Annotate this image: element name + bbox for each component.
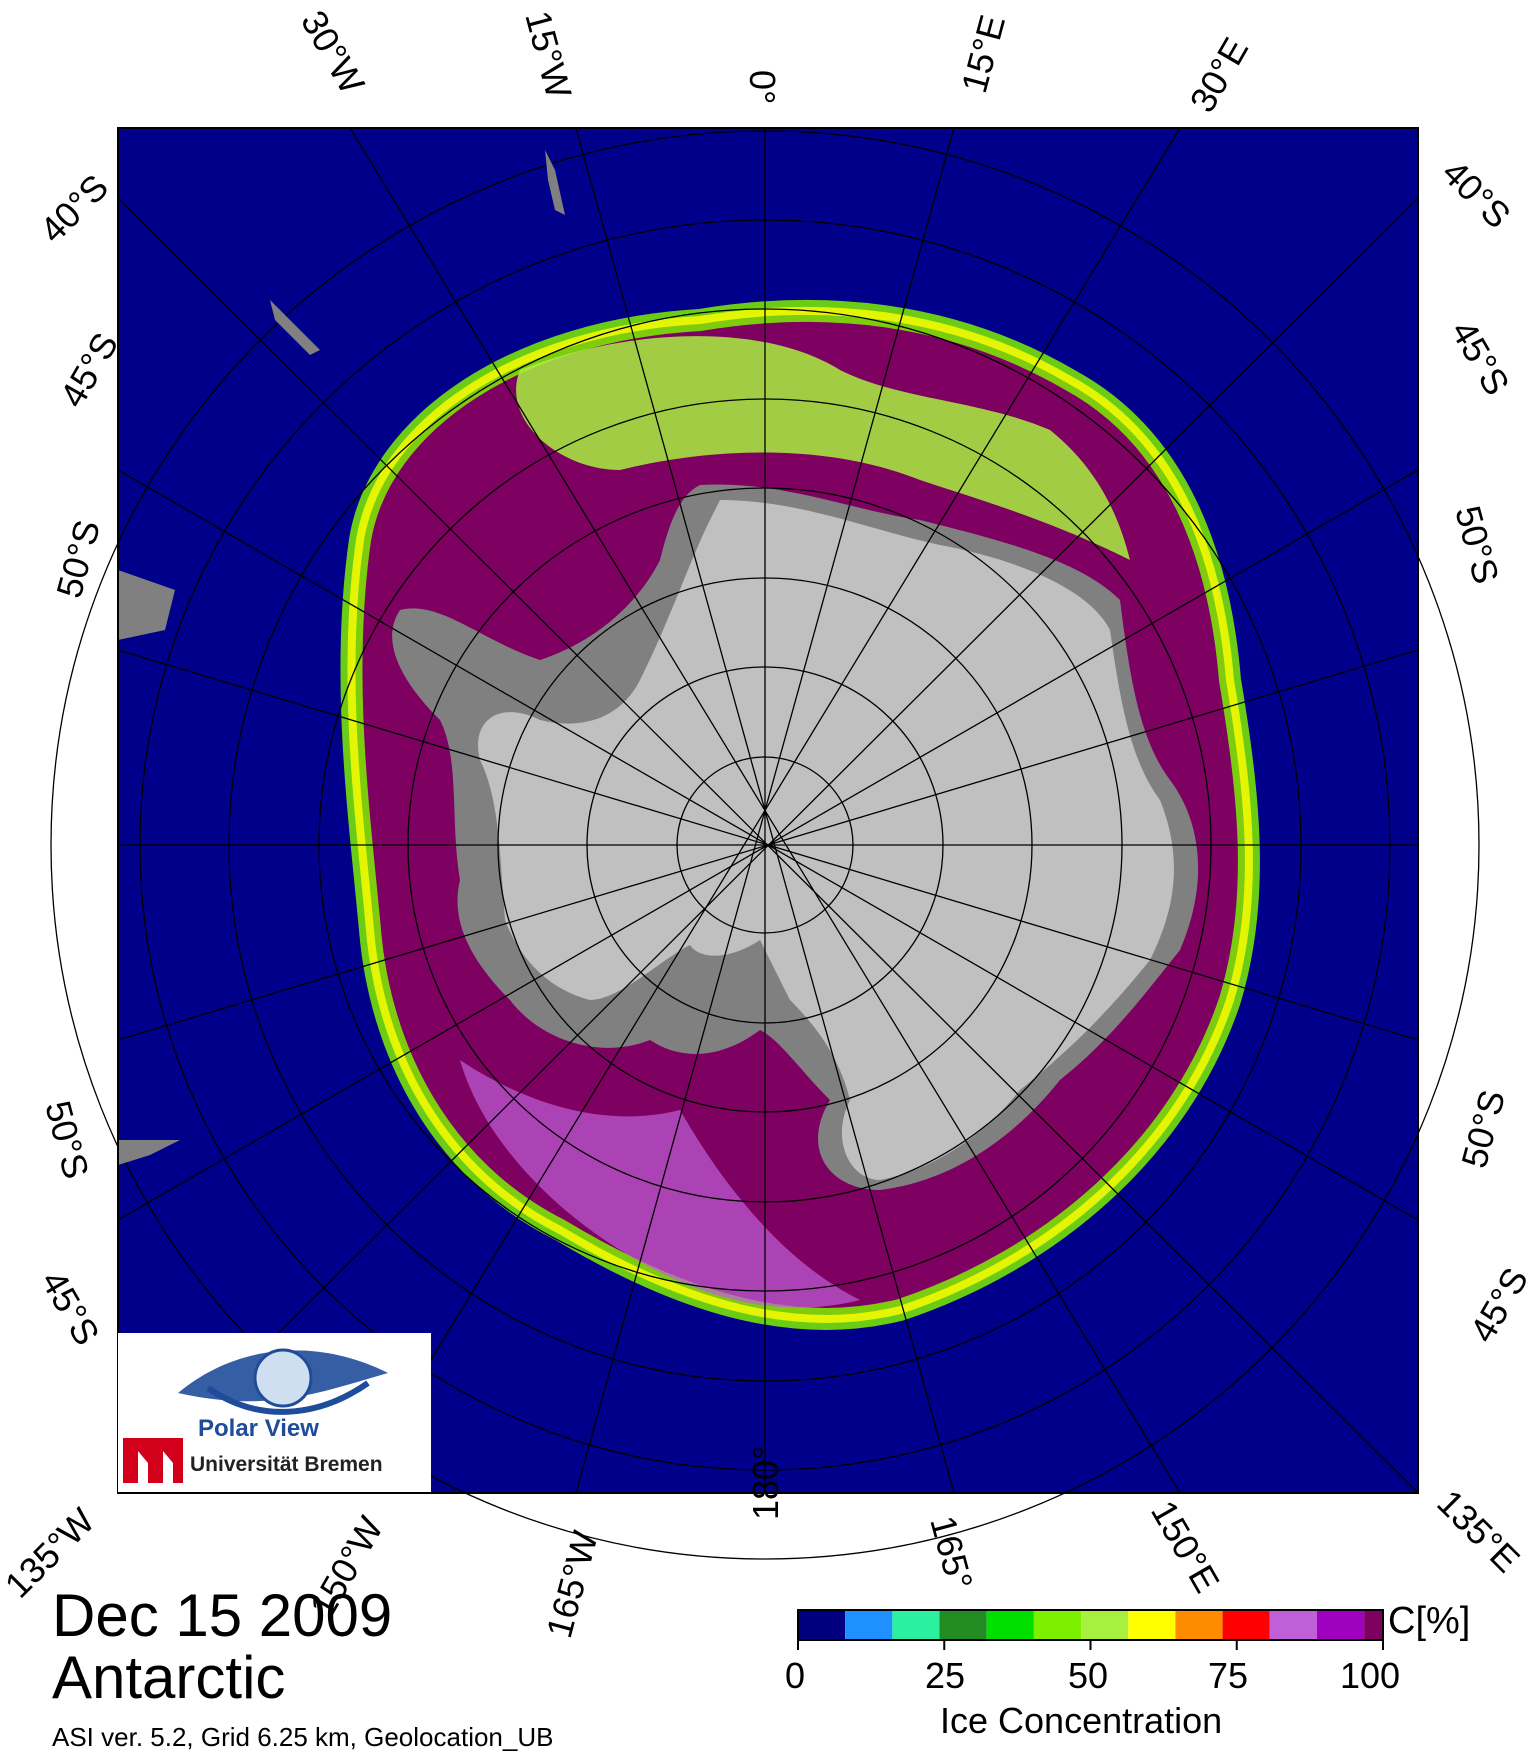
lat-label: 45°S: [33, 1264, 108, 1352]
map-frame: [117, 127, 1419, 1494]
logo-institution: Universität Bremen: [190, 1453, 383, 1476]
lat-label: 40°S: [32, 166, 116, 250]
colorbar-swatch: [1364, 1610, 1383, 1640]
colorbar-swatch: [798, 1610, 846, 1640]
colorbar-swatch: [1316, 1610, 1365, 1640]
meridians: [117, 127, 1419, 1494]
lon-label: 15°E: [953, 11, 1013, 97]
date-label: Dec 15 2009: [52, 1582, 393, 1649]
eye-icon: [123, 1348, 388, 1483]
lat-label: 50°S: [1447, 501, 1507, 587]
colorbar-tick: 25: [925, 1655, 966, 1696]
top-labels: 30°W 15°W 0° 15°E 30°E: [293, 4, 1256, 119]
colorbar-swatch: [1222, 1610, 1270, 1640]
colorbar: [797, 1609, 1384, 1650]
colorbar-swatch: [986, 1610, 1034, 1640]
lat-label: 50°S: [1453, 1086, 1513, 1172]
polar-view-logo: Polar View Universität Bremen: [118, 1333, 431, 1492]
lat-label: 50°S: [37, 1096, 97, 1182]
lon-label: 165°W: [538, 1527, 606, 1642]
logo-title: Polar View: [198, 1415, 319, 1442]
lat-label: 45°S: [51, 326, 126, 414]
colorbar-swatch: [1269, 1610, 1317, 1640]
colorbar-swatch: [1033, 1610, 1082, 1640]
colorbar-swatch: [939, 1610, 987, 1640]
lat-label: 45°S: [1443, 314, 1518, 402]
colorbar-unit: C[%]: [1388, 1600, 1471, 1642]
colorbar-swatch: [1175, 1610, 1223, 1640]
lon-label: 0°: [742, 70, 783, 104]
colorbar-tick: 0: [785, 1655, 806, 1696]
colorbar-tick: 50: [1068, 1655, 1109, 1696]
islands: [118, 150, 565, 1165]
lon-label: 135°E: [1429, 1482, 1528, 1581]
colorbar-swatch: [892, 1610, 940, 1640]
right-labels: 40°S 45°S 50°S 50°S 45°S: [1434, 152, 1531, 1349]
lon-label: 30°E: [1181, 31, 1256, 119]
lon-label: 180°: [745, 1446, 786, 1520]
colorbar-title: Ice Concentration: [940, 1700, 1223, 1741]
lat-label: 45°S: [1461, 1261, 1531, 1349]
graticule: [50, 127, 1480, 1560]
lon-label: 15°W: [517, 6, 579, 102]
region-label: Antarctic: [52, 1644, 286, 1711]
lat-label: 40°S: [1434, 152, 1518, 236]
colorbar-swatch: [1128, 1610, 1176, 1640]
left-labels: 40°S 45°S 50°S 50°S 45°S: [32, 166, 126, 1352]
colorbar-swatch: [845, 1610, 893, 1640]
colorbar-swatch: [1081, 1610, 1129, 1640]
lon-label: 150°E: [1143, 1494, 1228, 1600]
footer-info: ASI ver. 5.2, Grid 6.25 km, Geolocation_…: [52, 1722, 554, 1752]
lon-label: 30°W: [293, 4, 373, 101]
colorbar-tick: 100: [1340, 1655, 1401, 1696]
colorbar-tick: 75: [1208, 1655, 1249, 1696]
title-block: Dec 15 2009 Antarctic: [52, 1585, 392, 1709]
lon-label: 165°: [922, 1511, 981, 1594]
